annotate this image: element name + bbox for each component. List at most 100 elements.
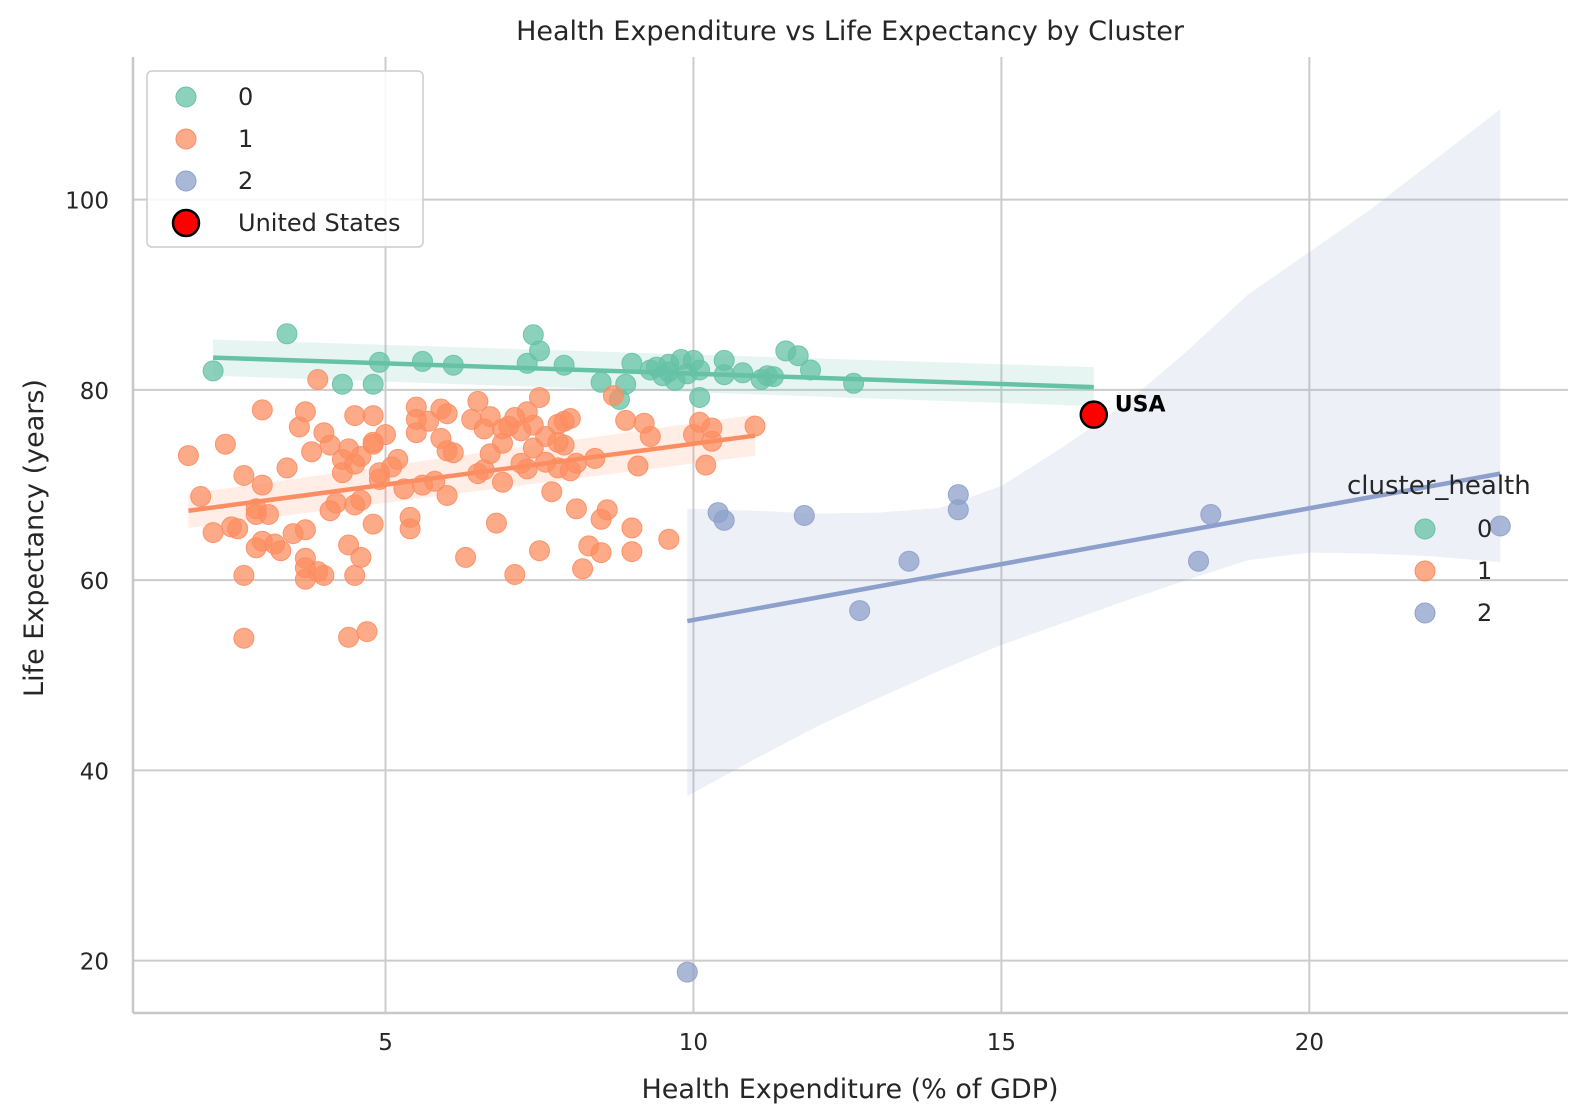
data-point-1 — [393, 478, 415, 500]
data-point-1 — [214, 433, 236, 455]
data-point-0 — [590, 371, 612, 393]
legend-outer: cluster_health 0 1 2 — [1347, 471, 1531, 627]
data-point-1 — [270, 540, 292, 562]
data-point-1 — [436, 403, 458, 425]
data-point-1 — [190, 486, 212, 507]
data-point-1 — [744, 415, 766, 437]
data-point-1 — [424, 470, 446, 492]
data-point-1 — [553, 434, 575, 456]
data-point-1 — [529, 540, 550, 562]
data-point-1 — [362, 405, 384, 427]
legend-outer-title: cluster_health — [1347, 471, 1531, 501]
legend-inner-label: 2 — [238, 167, 253, 195]
data-point-1 — [177, 445, 199, 467]
data-points — [177, 323, 1511, 983]
x-tick-label: 20 — [1295, 1030, 1324, 1056]
data-point-1 — [294, 401, 316, 423]
data-point-1 — [529, 387, 550, 408]
data-point-0 — [713, 349, 735, 371]
data-point-1 — [572, 558, 594, 580]
data-point-2 — [676, 961, 698, 983]
data-point-0 — [368, 351, 390, 373]
legend-outer-label: 2 — [1477, 599, 1492, 627]
data-point-1 — [621, 517, 643, 539]
data-point-1 — [350, 489, 372, 511]
data-point-1 — [615, 409, 637, 431]
data-point-1 — [541, 481, 563, 503]
legend-inner-marker — [175, 128, 197, 150]
y-tick-label: 100 — [65, 189, 109, 215]
data-point-2 — [849, 600, 871, 622]
data-point-2 — [898, 550, 920, 572]
tick-labels: 5 10 15 20 20 40 60 80 100 — [65, 189, 1324, 1056]
x-tick-label: 15 — [987, 1030, 1016, 1056]
data-point-2 — [1188, 550, 1209, 572]
data-point-0 — [331, 373, 353, 395]
data-point-1 — [442, 442, 464, 464]
data-point-1 — [627, 455, 649, 477]
data-point-1 — [516, 458, 538, 480]
legend-inner-marker — [175, 86, 197, 108]
legend-outer-marker — [1414, 602, 1436, 624]
legend-outer-marker — [1414, 560, 1436, 582]
data-point-1 — [251, 399, 273, 421]
chart-title: Health Expenditure vs Life Expectancy by… — [516, 16, 1185, 47]
data-point-0 — [689, 387, 711, 408]
y-tick-label: 60 — [80, 569, 109, 595]
data-point-1 — [436, 485, 458, 506]
data-point-1 — [233, 627, 255, 649]
data-point-1 — [695, 454, 717, 476]
data-point-0 — [412, 350, 433, 372]
data-point-0 — [442, 354, 464, 376]
data-point-1 — [467, 390, 489, 412]
data-point-1 — [602, 385, 624, 407]
legend-inner-marker — [175, 170, 197, 192]
data-point-1 — [504, 564, 526, 585]
data-point-1 — [565, 452, 587, 474]
us-highlight: USA — [1079, 393, 1166, 429]
data-point-1 — [344, 564, 366, 586]
data-point-1 — [233, 564, 255, 586]
data-point-0 — [202, 360, 224, 382]
data-point-0 — [732, 362, 754, 384]
data-point-1 — [307, 369, 329, 390]
data-point-2 — [1200, 504, 1222, 525]
grid-lines — [133, 57, 1568, 1013]
legend-inner-label: United States — [238, 209, 401, 237]
data-point-1 — [375, 424, 396, 446]
data-point-2 — [713, 509, 735, 531]
data-point-2 — [1489, 515, 1511, 537]
data-point-0 — [529, 340, 550, 362]
data-point-1 — [258, 504, 279, 525]
y-tick-label: 80 — [80, 379, 109, 405]
data-point-0 — [843, 372, 865, 394]
data-point-2 — [947, 499, 969, 521]
data-point-1 — [596, 499, 618, 521]
x-tick-label: 5 — [378, 1030, 393, 1056]
ci-band-2 — [687, 109, 1501, 797]
data-point-1 — [202, 522, 224, 544]
y-axis-label: Life Expectancy (years) — [19, 379, 50, 697]
data-point-1 — [276, 457, 298, 479]
data-point-1 — [455, 546, 477, 568]
data-point-1 — [492, 471, 513, 493]
y-tick-label: 40 — [80, 759, 109, 785]
data-point-2 — [793, 505, 815, 526]
data-point-1 — [590, 542, 612, 564]
data-point-0 — [276, 323, 298, 345]
data-point-0 — [621, 352, 643, 374]
data-point-0 — [787, 345, 809, 367]
data-point-1 — [251, 474, 273, 496]
y-tick-label: 20 — [80, 950, 109, 976]
legend-inner-frame — [146, 70, 424, 248]
data-point-1 — [584, 447, 606, 469]
regression-line-2 — [686, 471, 1501, 624]
data-point-1 — [639, 426, 661, 447]
us-annotation: USA — [1115, 393, 1166, 418]
data-point-1 — [621, 541, 643, 563]
data-point-1 — [344, 405, 366, 427]
data-point-1 — [227, 518, 249, 540]
data-point-1 — [399, 518, 421, 540]
data-point-1 — [294, 519, 316, 541]
